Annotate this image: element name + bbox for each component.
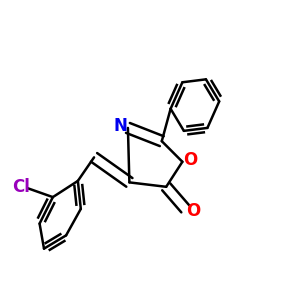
Text: Cl: Cl bbox=[12, 178, 30, 196]
Text: N: N bbox=[114, 117, 128, 135]
Text: O: O bbox=[187, 202, 201, 220]
Text: O: O bbox=[184, 151, 198, 169]
